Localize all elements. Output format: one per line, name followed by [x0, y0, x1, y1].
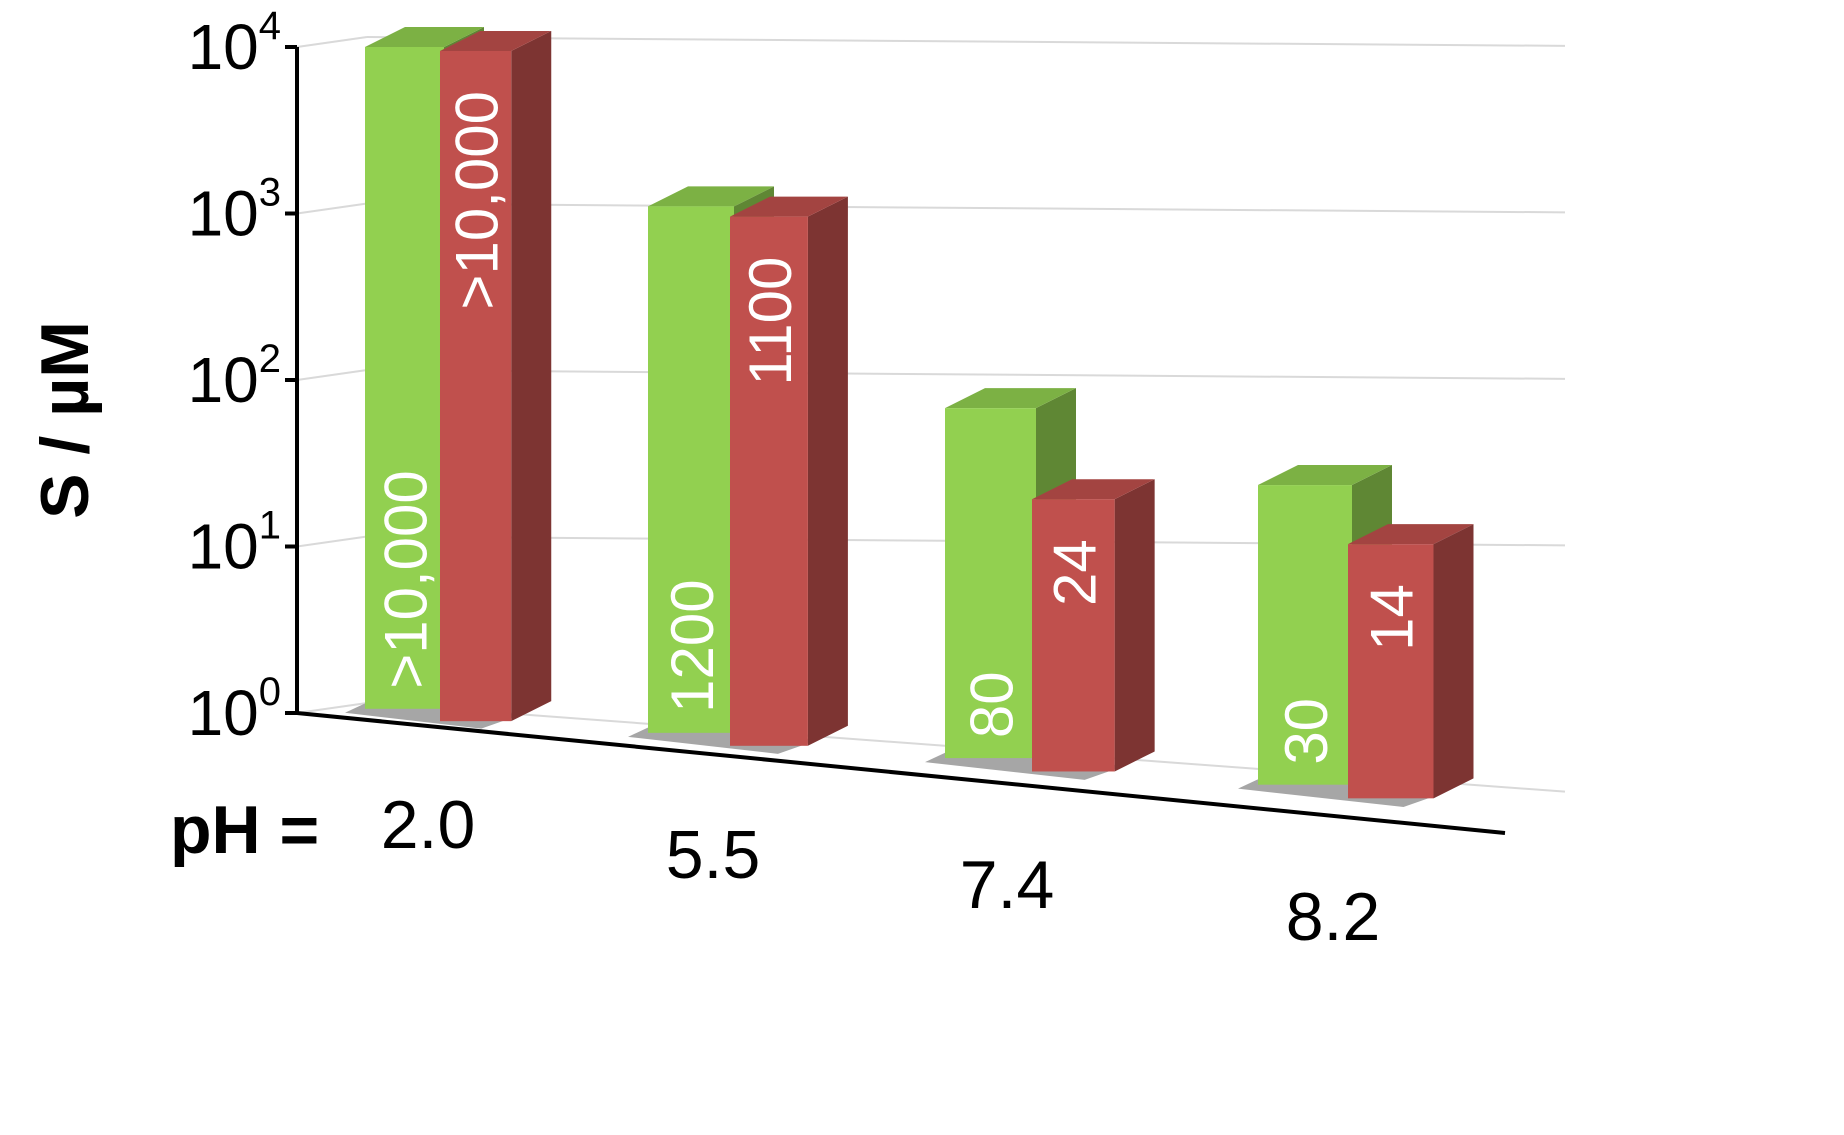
y-tick-label: 102 [188, 337, 281, 416]
axes [285, 45, 1506, 835]
x-category-labels: 2.0 5.5 7.4 8.2 [381, 787, 1381, 955]
bar-side [1433, 524, 1474, 799]
bar-front [365, 47, 444, 709]
bar-top [1032, 479, 1155, 500]
grid-line [366, 202, 1566, 214]
x-category-label: 7.4 [960, 847, 1055, 923]
y-axis-label: S / µM [27, 321, 103, 519]
x-axis-prefix: pH = [170, 792, 319, 868]
y-tick-labels: 100 101 102 103 104 [188, 4, 281, 749]
bar-front [1348, 544, 1434, 799]
data-label: >10,000 [373, 470, 440, 689]
data-label: 14 [1359, 584, 1426, 651]
data-label: 30 [1273, 698, 1340, 765]
bar-front [730, 216, 808, 746]
bar-top [648, 186, 774, 207]
data-label: 24 [1041, 539, 1108, 606]
bar-0-1: >10,000 [440, 31, 552, 722]
y-tick-label: 103 [188, 171, 281, 250]
grid-line-depth [296, 202, 368, 215]
x-category-label: 2.0 [381, 787, 476, 863]
x-category-label: 5.5 [666, 817, 761, 893]
bar-front [648, 206, 734, 733]
grid-line-depth [296, 369, 368, 381]
bar-side [1114, 479, 1155, 772]
grid-line [366, 36, 1566, 47]
bar-top [945, 388, 1076, 409]
grid-line [366, 369, 1566, 380]
bar-front [440, 51, 512, 722]
grid-line-depth [296, 702, 368, 714]
x-category-label: 8.2 [1286, 879, 1381, 955]
bar-side [807, 196, 848, 746]
y-tick-label: 101 [188, 504, 281, 583]
bar-top [730, 196, 848, 217]
bar-front [1032, 499, 1115, 772]
y-tick-label: 104 [188, 4, 281, 83]
bar-3-1: 14 [1348, 524, 1474, 799]
bar-top [1258, 465, 1392, 486]
bar-1-1: 1100 [730, 196, 848, 746]
bar-front [1258, 485, 1352, 785]
data-label: 1100 [737, 257, 804, 386]
bar-top [440, 31, 552, 51]
bar-top [1348, 524, 1474, 545]
bar-2-1: 24 [1032, 479, 1155, 772]
grid-line-depth [296, 535, 368, 548]
data-label: >10,000 [444, 91, 511, 310]
grid-line-depth [296, 36, 368, 48]
x-axis-line [296, 711, 1506, 835]
data-label: 80 [959, 671, 1026, 738]
data-label: 1200 [659, 579, 726, 712]
bar-side [511, 31, 552, 722]
bar-top [365, 27, 484, 47]
bar-front [945, 408, 1036, 759]
y-tick-label: 100 [188, 670, 281, 749]
